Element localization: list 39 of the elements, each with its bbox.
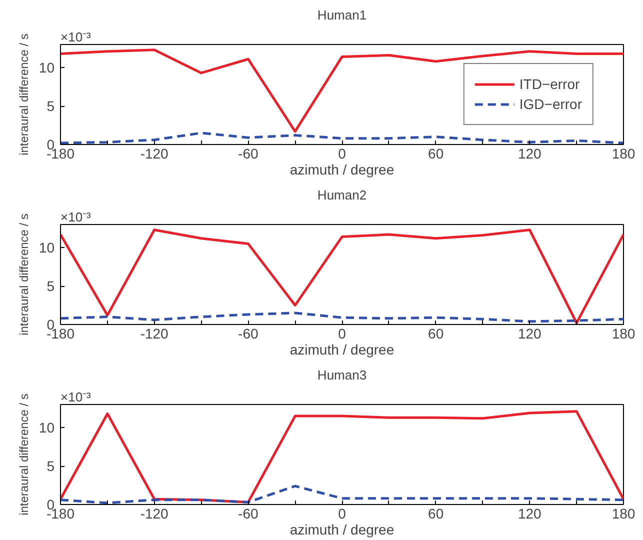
x-tick-label: -120 xyxy=(140,326,169,342)
line-series xyxy=(60,48,624,133)
x-tick-label: -120 xyxy=(140,146,169,162)
x-tick-label: 60 xyxy=(428,146,444,162)
legend-label: IGD−error xyxy=(519,96,582,112)
y-tick-label: 10 xyxy=(38,420,55,436)
x-tick-label: 60 xyxy=(428,326,444,342)
x-tick-label: 60 xyxy=(428,506,444,522)
x-axis-title: azimuth / degree xyxy=(290,522,394,538)
x-tick-label: -60 xyxy=(238,326,258,342)
x-tick-label: 0 xyxy=(338,326,346,342)
x-tick-label: 0 xyxy=(338,506,346,522)
x-tick-label: -120 xyxy=(140,506,169,522)
text: ×10⁻³ xyxy=(60,30,92,44)
x-tick-label: 0 xyxy=(338,146,346,162)
x-tick-label: 180 xyxy=(612,506,636,522)
y-tick-label: 5 xyxy=(46,278,55,294)
x-tick-label: 180 xyxy=(612,326,636,342)
x-axis-title: azimuth / degree xyxy=(290,342,394,358)
y-axis-title: interaural difference / s xyxy=(16,34,31,156)
text: ×10⁻³ xyxy=(60,390,92,404)
y-tick-label: 5 xyxy=(46,458,55,474)
y-axis-title: interaural difference / s xyxy=(16,394,31,516)
chart-title: Human1 xyxy=(317,8,367,22)
chart-title: Human2 xyxy=(317,188,367,202)
y-tick-label: 10 xyxy=(38,60,55,76)
x-tick-label: 180 xyxy=(612,146,636,162)
x-axis-title: azimuth / degree xyxy=(290,162,394,178)
y-axis-title: interaural difference / s xyxy=(16,214,31,336)
x-tick-label: 120 xyxy=(518,506,542,522)
chart-title: Human3 xyxy=(317,368,367,382)
y-tick-label: 10 xyxy=(38,240,55,256)
x-tick-label: 120 xyxy=(518,326,542,342)
x-tick-label: -60 xyxy=(238,146,258,162)
y-tick-label: 5 xyxy=(46,98,55,114)
x-tick-label: 120 xyxy=(518,146,542,162)
legend-label: ITD−error xyxy=(519,76,580,92)
x-tick-label: -60 xyxy=(238,506,258,522)
text: ×10⁻³ xyxy=(60,210,92,224)
